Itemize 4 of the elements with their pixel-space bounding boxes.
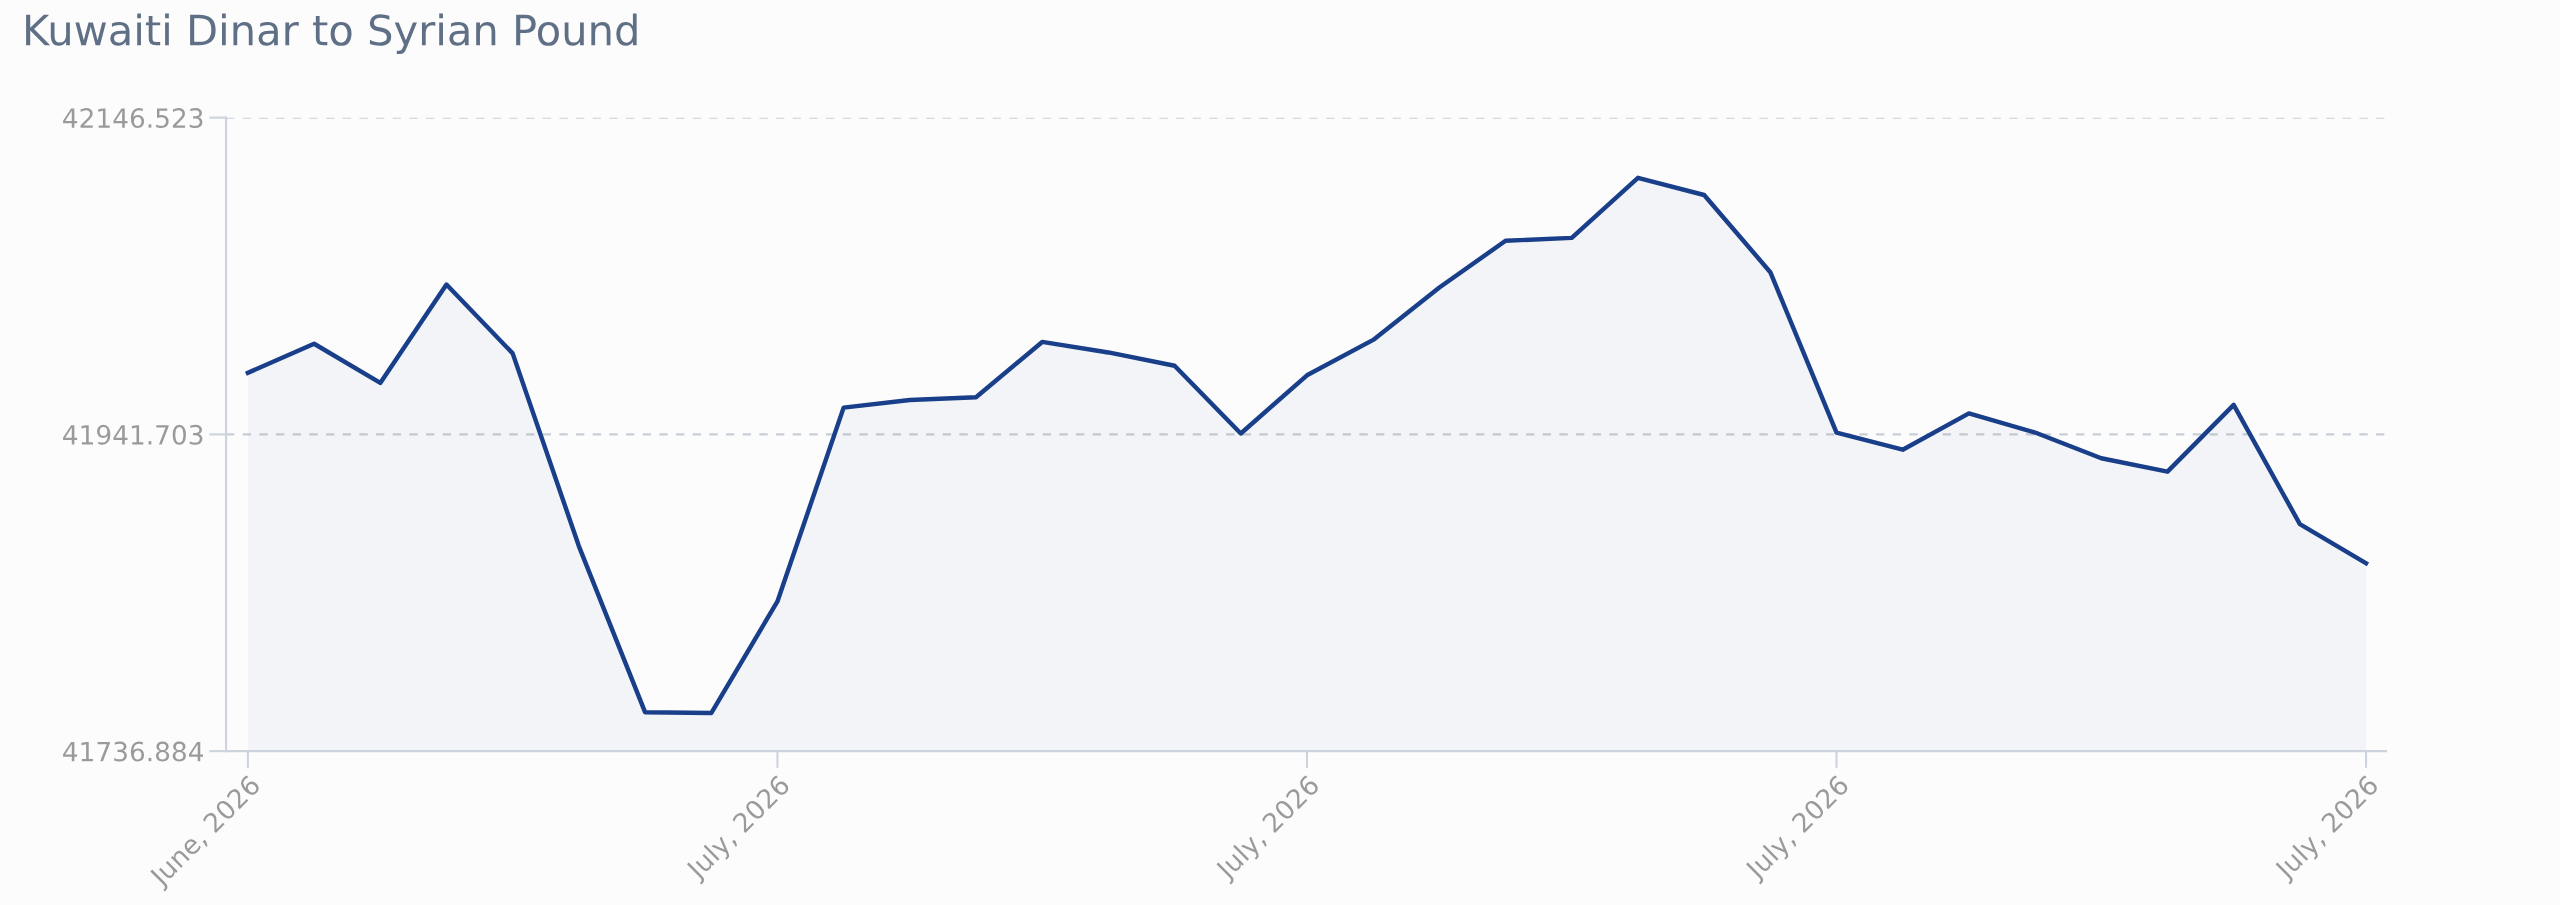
- chart-title: Kuwaiti Dinar to Syrian Pound: [26, 13, 637, 54]
- y-tick-label: 42146.523: [63, 108, 203, 129]
- y-tick-label: 41941.703: [63, 424, 203, 445]
- y-tick-label: 41736.884: [63, 741, 204, 762]
